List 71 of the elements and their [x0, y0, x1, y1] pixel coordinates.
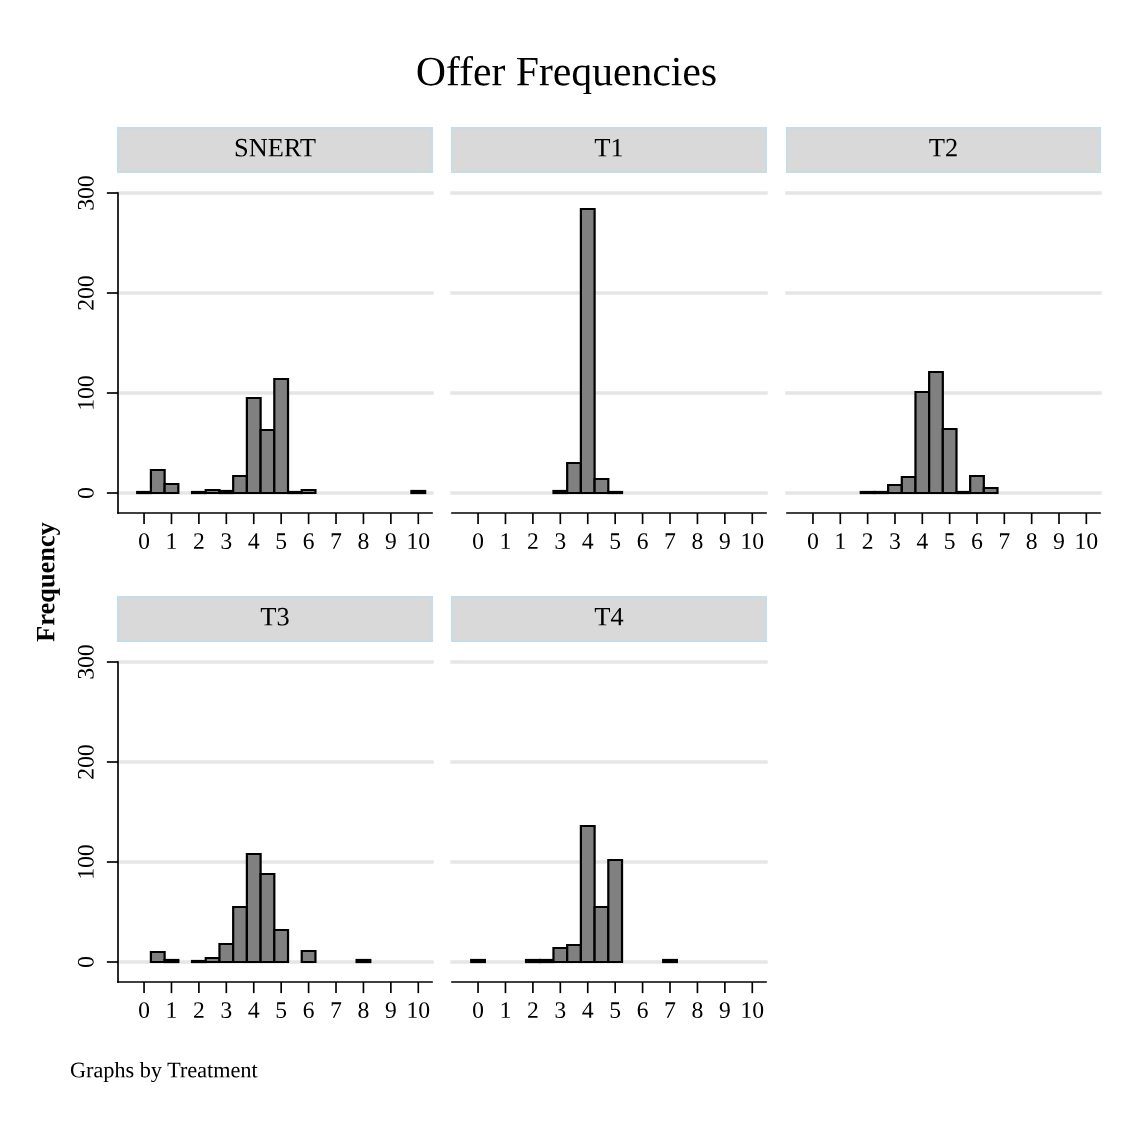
x-tick-label: 4 [916, 533, 928, 549]
x-tick-label: 4 [248, 533, 260, 549]
x-tick-label: 1 [167, 533, 176, 549]
x-tick-label: 3 [555, 1002, 566, 1019]
x-tick-label: 0 [473, 533, 484, 550]
x-tick-label: 0 [139, 533, 150, 550]
x-tick-label: 10 [408, 533, 430, 550]
y-tick-label: 300 [77, 176, 94, 210]
x-tick-label: 3 [890, 533, 900, 550]
x-tick-label: 10 [742, 1002, 764, 1019]
x-tick-label: 5 [610, 1002, 621, 1019]
x-tick-label: 1 [501, 1002, 510, 1018]
x-tick-label: 6 [637, 533, 648, 550]
x-tick-label: 6 [637, 1002, 648, 1019]
y-tick-label: 200 [77, 745, 94, 779]
chart-title: SNERT [235, 138, 316, 157]
x-tick-label: 6 [303, 1002, 314, 1019]
y-axis-title: Frequency [36, 522, 60, 642]
x-tick-label: 1 [836, 533, 845, 549]
x-tick-label: 2 [528, 1002, 538, 1018]
x-tick-label: 10 [742, 533, 764, 550]
x-tick-label: 0 [139, 1002, 150, 1019]
x-tick-label: 7 [331, 1002, 342, 1018]
x-tick-label: 5 [945, 533, 955, 550]
x-tick-label: 9 [719, 533, 730, 550]
x-tick-label: 8 [1026, 533, 1037, 550]
chart-title: T4 [594, 607, 624, 626]
x-tick-label: 1 [501, 533, 510, 549]
x-tick-label: 2 [528, 533, 538, 549]
x-tick-label: 0 [807, 533, 818, 550]
x-tick-label: 3 [221, 533, 232, 550]
y-tick-label: 100 [77, 845, 94, 878]
x-tick-label: 8 [358, 533, 369, 550]
x-tick-label: 4 [582, 533, 594, 549]
x-tick-label: 6 [972, 533, 983, 550]
x-tick-label: 9 [1053, 533, 1064, 550]
y-tick-label: 100 [77, 376, 94, 409]
text: Offer Frequencies [417, 55, 716, 95]
x-tick-label: 7 [331, 533, 342, 549]
x-tick-label: 7 [999, 533, 1010, 549]
y-tick-label: 0 [77, 488, 94, 498]
x-tick-label: 7 [665, 533, 676, 549]
x-tick-label: 9 [719, 1002, 730, 1019]
x-tick-label: 10 [408, 1002, 430, 1019]
x-tick-label: 4 [248, 1002, 260, 1018]
chart-title: T3 [260, 607, 289, 626]
x-tick-label: 0 [473, 1002, 484, 1019]
x-tick-label: 5 [276, 1002, 287, 1019]
x-tick-label: 3 [221, 1002, 232, 1019]
x-tick-label: 8 [692, 1002, 703, 1019]
chart-title: T1 [594, 138, 623, 157]
x-tick-label: 2 [194, 1002, 204, 1018]
x-tick-label: 7 [665, 1002, 676, 1018]
x-tick-label: 8 [358, 1002, 369, 1019]
x-tick-label: 1 [167, 1002, 176, 1018]
x-tick-label: 5 [610, 533, 621, 550]
x-tick-label: 9 [385, 1002, 396, 1019]
x-tick-label: 6 [303, 533, 314, 550]
x-tick-label: 4 [582, 1002, 594, 1018]
chart-title: T2 [929, 138, 957, 157]
x-tick-label: 2 [194, 533, 204, 549]
text: Graphs by Treatment [70, 1061, 258, 1083]
y-tick-label: 300 [77, 645, 94, 679]
x-tick-label: 10 [1076, 533, 1098, 550]
x-tick-label: 3 [555, 533, 566, 550]
x-tick-label: 5 [276, 533, 287, 550]
y-tick-label: 0 [77, 957, 94, 967]
x-tick-label: 8 [692, 533, 703, 550]
x-tick-label: 9 [385, 533, 396, 550]
y-tick-label: 200 [77, 276, 94, 310]
x-tick-label: 2 [862, 533, 873, 549]
